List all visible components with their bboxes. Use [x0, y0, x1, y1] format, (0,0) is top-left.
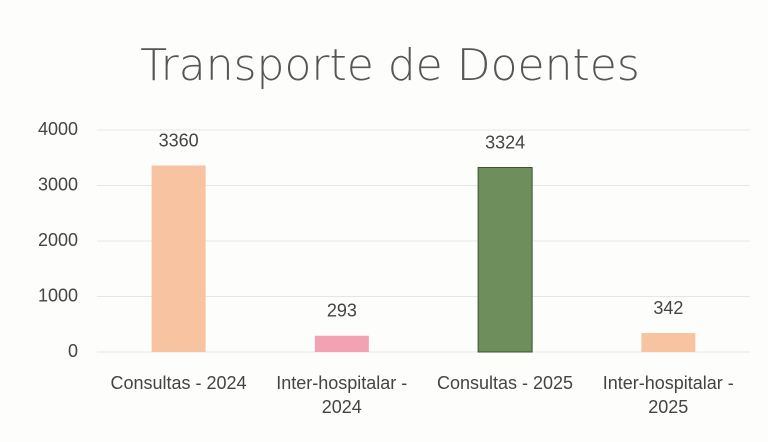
data-label: 3360: [159, 130, 199, 150]
bar: [641, 333, 696, 352]
y-tick-label: 3000: [38, 174, 78, 194]
bar: [477, 167, 533, 353]
y-tick-label: 2000: [38, 230, 78, 250]
y-tick-label: 1000: [38, 285, 78, 305]
data-label: 342: [653, 298, 683, 318]
x-tick-label: Inter-hospitalar - 2025: [602, 373, 734, 417]
data-label: 3324: [485, 132, 525, 152]
chart-title: Transporte de Doentes: [140, 40, 640, 91]
y-tick-label: 4000: [38, 119, 78, 139]
x-tick-label: Inter-hospitalar - 2024: [276, 373, 408, 417]
data-label: 293: [327, 300, 357, 320]
x-tick-label: Consultas - 2024: [110, 373, 247, 393]
bar: [151, 165, 206, 352]
y-tick-label: 0: [68, 341, 78, 361]
x-tick-label: Consultas - 2025: [436, 373, 574, 393]
bar: [314, 335, 369, 352]
